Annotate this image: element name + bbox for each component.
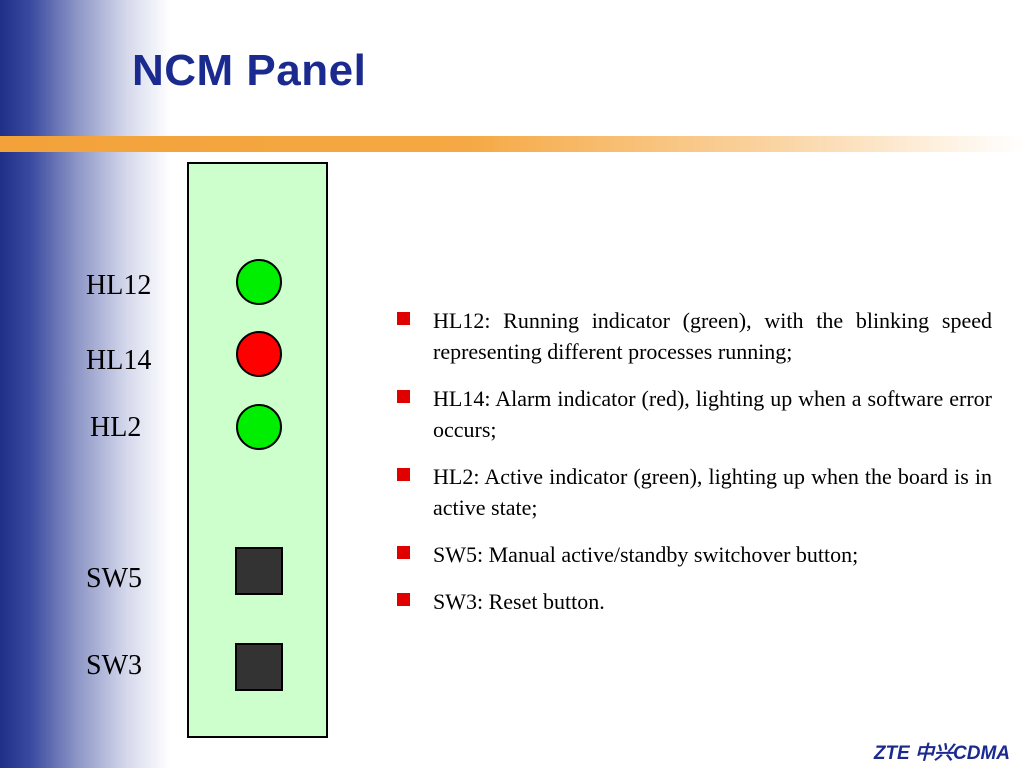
sw5-switch-button[interactable]	[235, 547, 283, 595]
label-hl12: HL12	[86, 270, 152, 301]
label-hl14: HL14	[86, 345, 152, 376]
footer-brand: ZTE 中兴CDMA	[873, 743, 1010, 764]
square-bullet-icon	[397, 593, 410, 606]
description-list: HL12: Running indicator (green), with th…	[397, 305, 992, 633]
bullet-text: SW5: Manual active/standby switchover bu…	[433, 542, 859, 567]
sw3-switch-button[interactable]	[235, 643, 283, 691]
hl14-led-icon	[236, 331, 282, 377]
square-bullet-icon	[397, 546, 410, 559]
list-item: SW3: Reset button.	[397, 586, 992, 617]
list-item: HL12: Running indicator (green), with th…	[397, 305, 992, 367]
list-item: HL2: Active indicator (green), lighting …	[397, 461, 992, 523]
slide-title: NCM Panel	[132, 46, 367, 95]
square-bullet-icon	[397, 312, 410, 325]
bullet-text: HL2: Active indicator (green), lighting …	[433, 464, 992, 520]
list-item: HL14: Alarm indicator (red), lighting up…	[397, 383, 992, 445]
label-hl2: HL2	[90, 412, 142, 443]
bullet-text: HL14: Alarm indicator (red), lighting up…	[433, 386, 992, 442]
hl12-led-icon	[236, 259, 282, 305]
list-item: SW5: Manual active/standby switchover bu…	[397, 539, 992, 570]
bullet-text: HL12: Running indicator (green), with th…	[433, 308, 992, 364]
square-bullet-icon	[397, 390, 410, 403]
square-bullet-icon	[397, 468, 410, 481]
bullet-text: SW3: Reset button.	[433, 589, 605, 614]
hl2-led-icon	[236, 404, 282, 450]
ncm-panel-board	[187, 162, 328, 738]
label-sw3: SW3	[86, 650, 142, 681]
orange-divider	[0, 136, 1024, 152]
left-gradient-bar	[0, 0, 170, 768]
label-sw5: SW5	[86, 563, 142, 594]
